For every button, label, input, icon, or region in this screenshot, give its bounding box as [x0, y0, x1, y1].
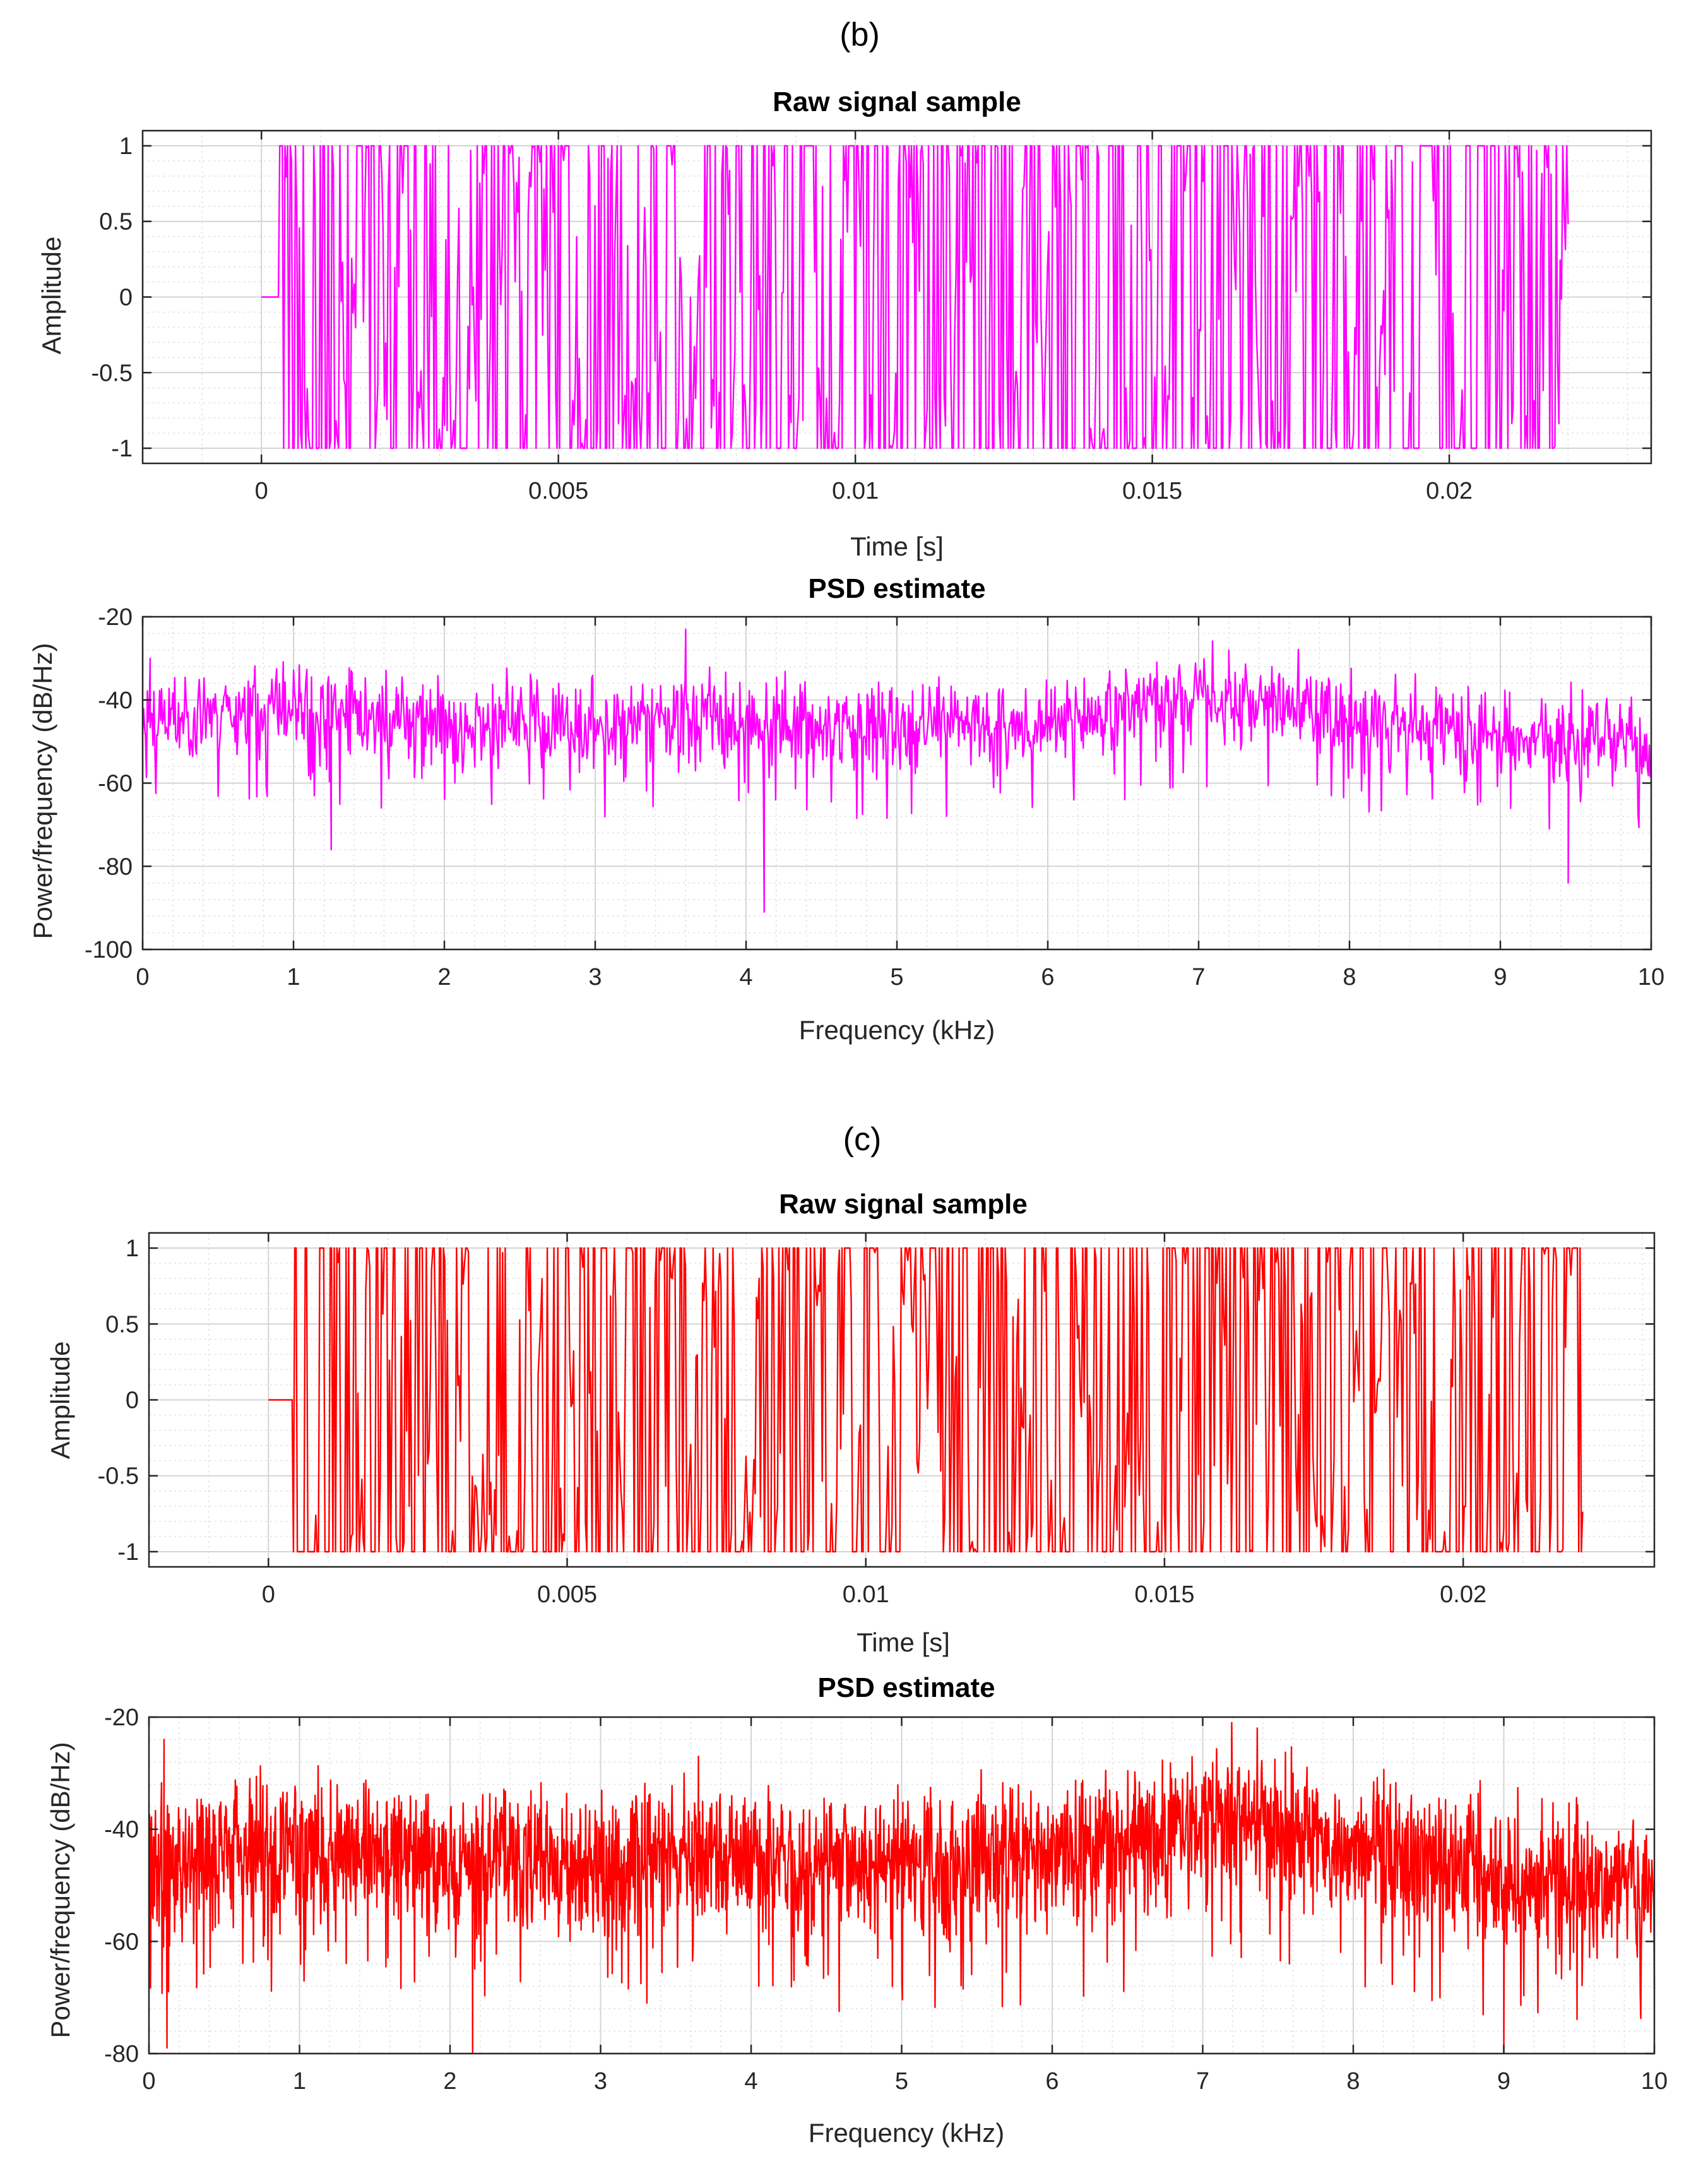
x-tick-label: 5 — [895, 2068, 908, 2095]
y-axis-label: Power/frequency (dB/Hz) — [45, 1742, 75, 2038]
x-tick-label: 2 — [437, 964, 451, 990]
x-tick-label: 0 — [142, 2068, 155, 2095]
x-tick-label: 0.01 — [843, 1581, 889, 1608]
x-tick-label: 10 — [1641, 2068, 1668, 2095]
y-tick-label: -20 — [104, 1704, 139, 1731]
y-axis-label: Power/frequency (dB/Hz) — [28, 643, 57, 939]
panel-label-b: (b) — [839, 16, 880, 53]
y-tick-label: -80 — [104, 2041, 139, 2067]
y-tick-label: -1 — [111, 436, 133, 462]
chart-c-psd-estimate: PSD estimate Frequency (kHz) Power/frequ… — [45, 1672, 1668, 2148]
y-tick-label: 0.5 — [105, 1311, 139, 1338]
x-tick-label: 0.005 — [528, 478, 588, 504]
y-axis-label: Amplitude — [37, 237, 66, 355]
x-tick-label: 5 — [890, 964, 903, 990]
x-axis-label: Time [s] — [850, 532, 944, 561]
y-tick-label: -60 — [104, 1929, 139, 1955]
series-line — [261, 145, 1569, 449]
x-tick-label: 0 — [136, 964, 149, 990]
series-line — [148, 1722, 1656, 2055]
y-tick-label: 1 — [119, 133, 133, 160]
x-axis-label: Time [s] — [857, 1627, 950, 1657]
x-tick-label: 1 — [287, 964, 300, 990]
y-tick-label: -0.5 — [98, 1463, 139, 1490]
x-tick-label: 1 — [293, 2068, 306, 2095]
x-axis-label: Frequency (kHz) — [809, 2118, 1004, 2148]
y-tick-label: -20 — [98, 604, 133, 631]
chart-b-psd-estimate: PSD estimate Frequency (kHz) Power/frequ… — [28, 573, 1664, 1045]
x-tick-label: 0.015 — [1122, 478, 1182, 504]
x-tick-label: 8 — [1343, 964, 1356, 990]
panel-label-c: (c) — [843, 1121, 882, 1158]
y-tick-label: 0 — [126, 1388, 139, 1414]
x-tick-label: 0 — [262, 1581, 275, 1608]
x-tick-label: 0.015 — [1134, 1581, 1194, 1608]
series-line — [268, 1247, 1584, 1553]
x-tick-label: 4 — [744, 2068, 757, 2095]
x-axis-label: Frequency (kHz) — [799, 1015, 995, 1045]
x-tick-label: 0.02 — [1426, 478, 1473, 504]
x-tick-label: 0.02 — [1440, 1581, 1486, 1608]
y-tick-label: -40 — [98, 687, 133, 714]
x-tick-label: 6 — [1045, 2068, 1059, 2095]
chart-c-raw-signal: Raw signal sample Time [s] Amplitude 0 0.… — [45, 1189, 1656, 1657]
x-tick-label: 0.01 — [832, 478, 879, 504]
chart-title: Raw signal sample — [779, 1189, 1028, 1220]
y-tick-label: -1 — [117, 1539, 139, 1566]
x-tick-label: 8 — [1346, 2068, 1360, 2095]
x-tick-label: 9 — [1493, 964, 1507, 990]
y-tick-label: -0.5 — [92, 360, 133, 386]
x-tick-label: 4 — [739, 964, 752, 990]
chart-b-raw-signal: Raw signal sample Time [s] Amplitude 0 0.… — [37, 86, 1652, 561]
chart-title: Raw signal sample — [773, 86, 1021, 117]
x-tick-label: 10 — [1638, 964, 1664, 990]
y-tick-label: -60 — [98, 771, 133, 797]
x-tick-label: 7 — [1192, 964, 1205, 990]
y-tick-label: -100 — [85, 937, 133, 963]
y-tick-label: 1 — [126, 1235, 139, 1262]
y-tick-label: -40 — [104, 1817, 139, 1843]
y-tick-label: 0.5 — [99, 209, 133, 235]
y-tick-label: -80 — [98, 854, 133, 880]
x-tick-label: 7 — [1196, 2068, 1209, 2095]
y-tick-label: 0 — [119, 285, 133, 311]
y-axis-label: Amplitude — [45, 1341, 75, 1460]
x-tick-label: 0 — [255, 478, 268, 504]
chart-title: PSD estimate — [817, 1672, 995, 1703]
x-tick-label: 3 — [588, 964, 602, 990]
series-line — [141, 628, 1652, 913]
x-tick-label: 9 — [1497, 2068, 1510, 2095]
x-tick-label: 2 — [443, 2068, 456, 2095]
chart-title: PSD estimate — [808, 573, 985, 604]
x-tick-label: 6 — [1041, 964, 1054, 990]
x-tick-label: 0.005 — [537, 1581, 597, 1608]
x-tick-label: 3 — [594, 2068, 607, 2095]
